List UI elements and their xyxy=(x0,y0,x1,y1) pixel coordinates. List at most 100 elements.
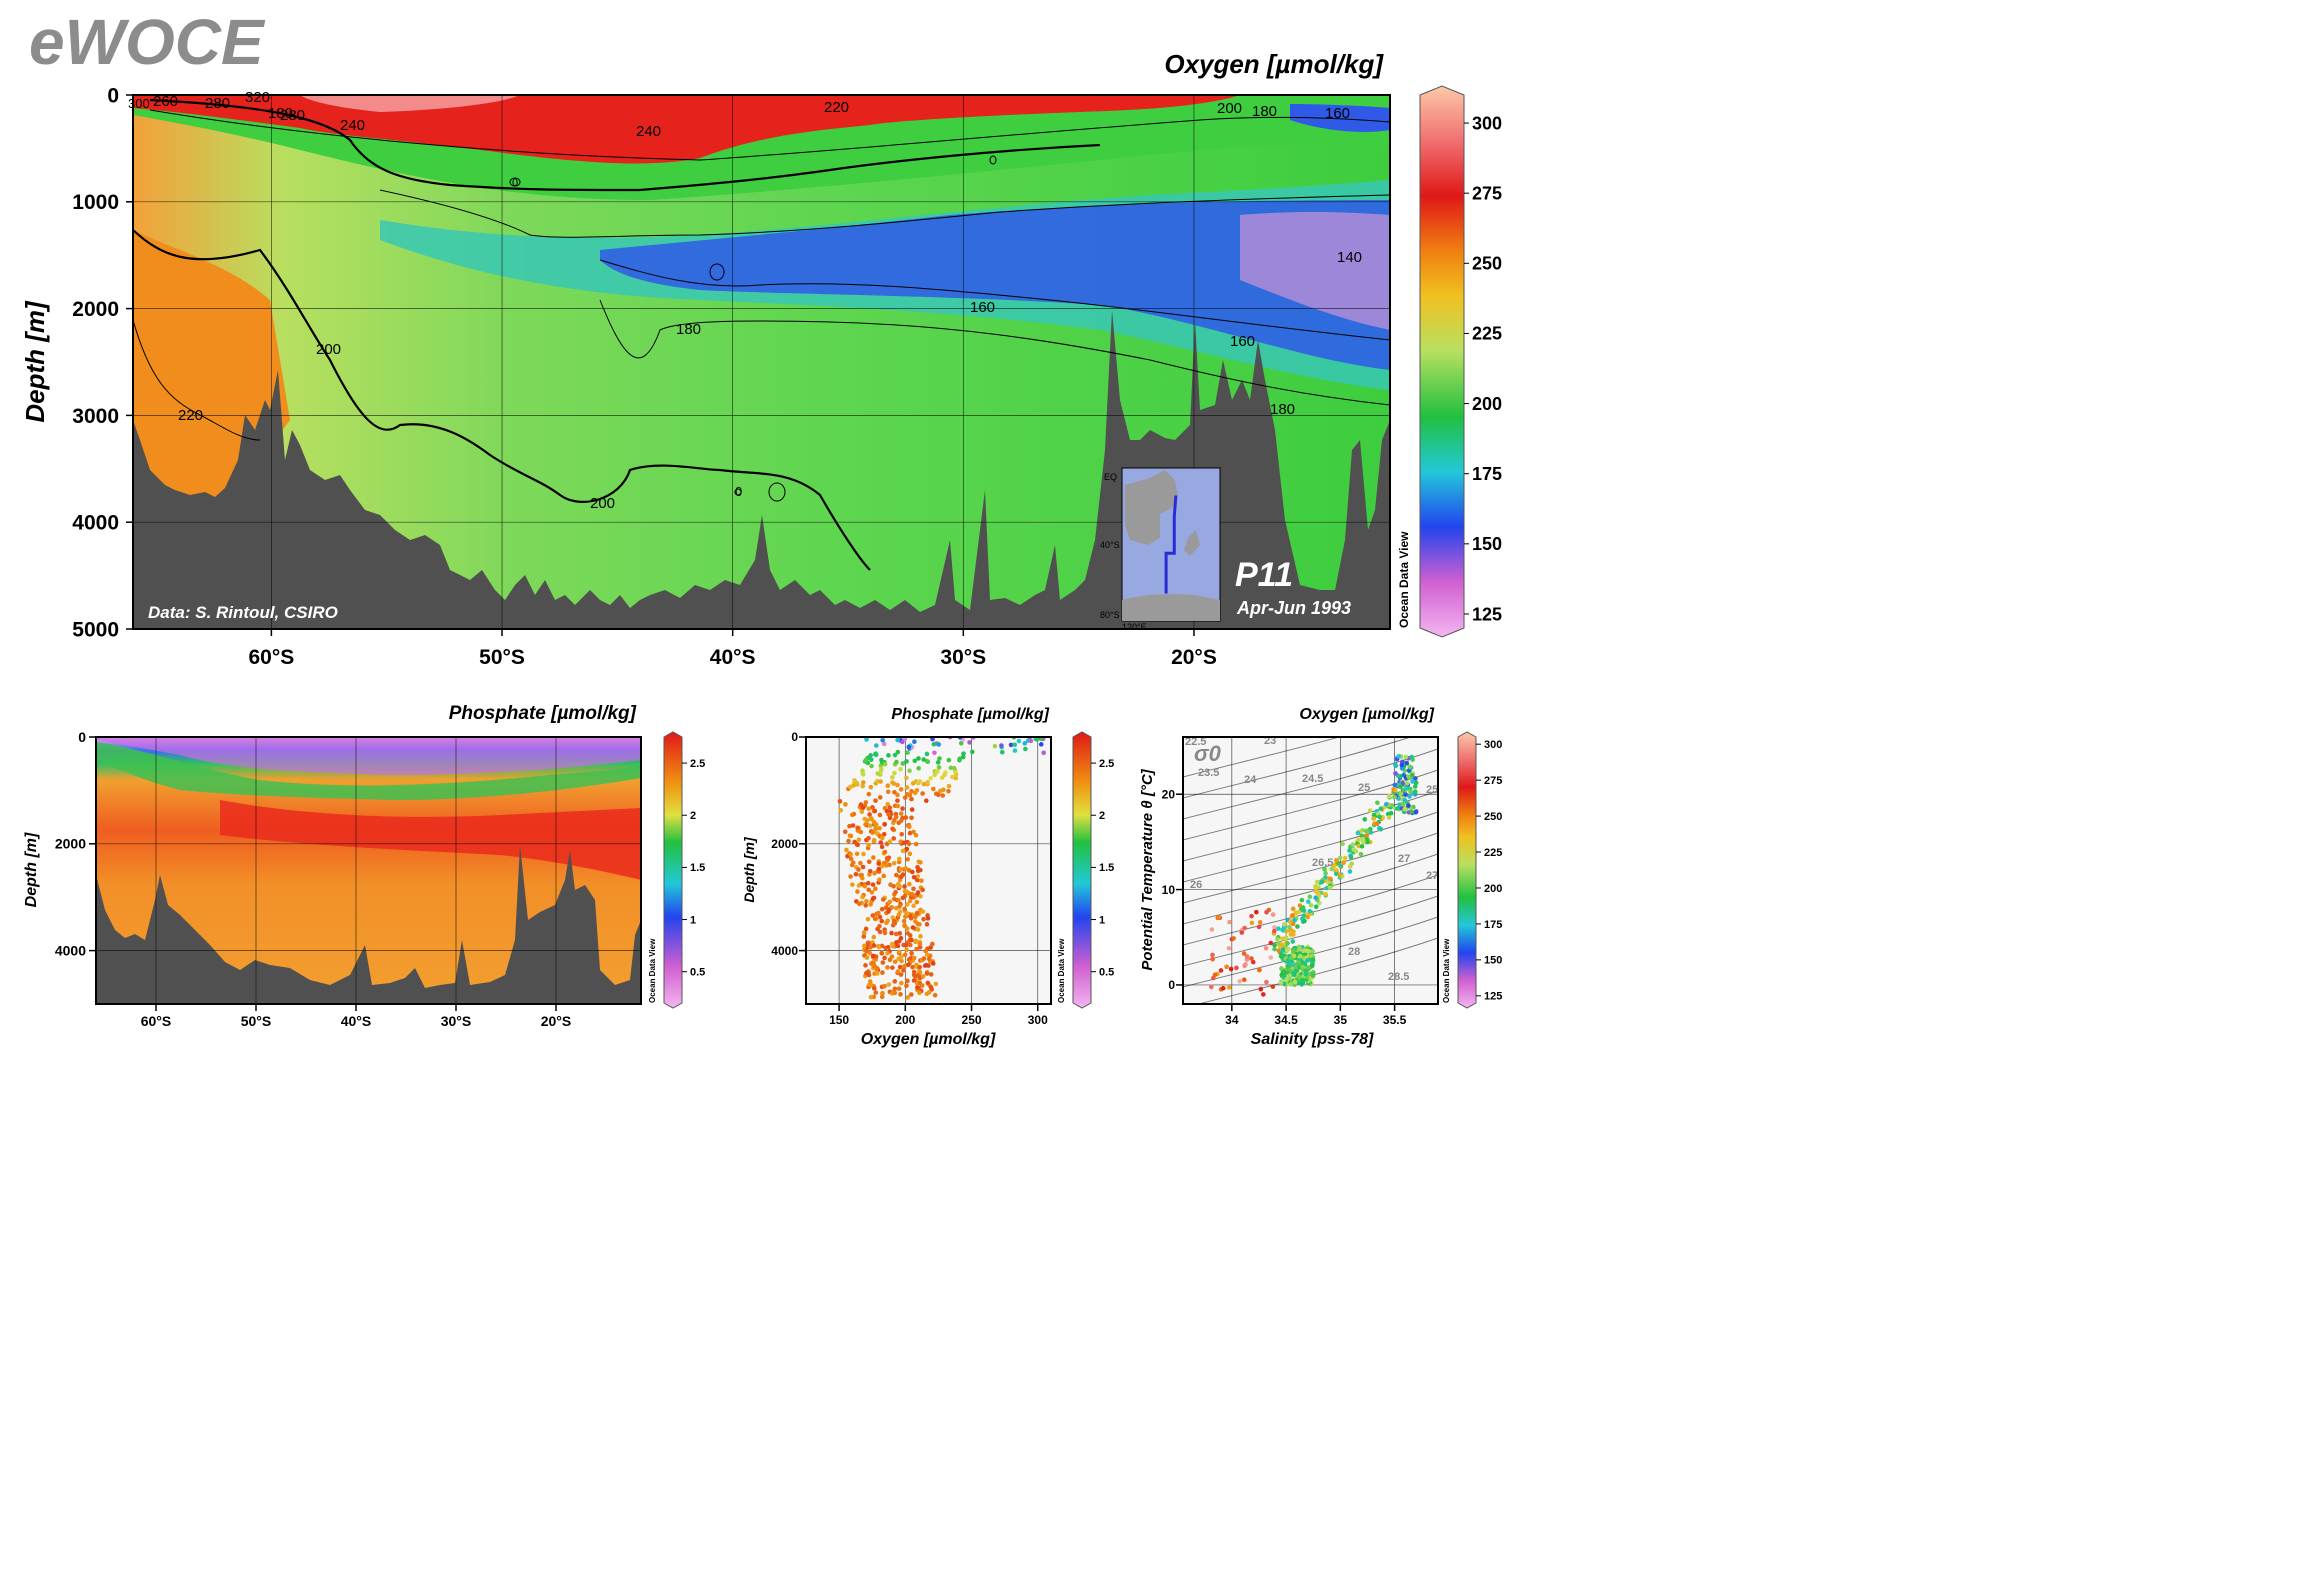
isopycnal-label: 25 xyxy=(1426,784,1438,796)
scatter1-point xyxy=(907,942,913,948)
scatter2-point xyxy=(1310,957,1316,962)
scatter1-point xyxy=(863,926,869,932)
scatter2-point xyxy=(1295,924,1300,929)
scatter2-point xyxy=(1287,973,1293,979)
scatter1-point xyxy=(951,765,957,771)
scatter2-point xyxy=(1270,984,1276,989)
scatter1-point xyxy=(948,765,954,771)
scatter1-point xyxy=(867,950,873,956)
scatter1-point xyxy=(911,969,917,975)
scatter1-point xyxy=(898,811,904,816)
scatter1-point xyxy=(902,964,907,969)
scatter2-point xyxy=(1350,842,1356,847)
scatter1-point xyxy=(893,931,899,937)
contour-label: 200 xyxy=(316,341,341,358)
scatter1-point xyxy=(879,951,885,956)
scatter2-point xyxy=(1405,781,1410,786)
scatter1-point xyxy=(925,980,931,986)
scatter2-point xyxy=(1272,924,1277,930)
colorbar-tick-label: 250 xyxy=(1484,811,1502,823)
phosphate-surface-band xyxy=(96,737,641,775)
scatter1-point xyxy=(902,884,907,889)
scatter1-point xyxy=(895,792,900,798)
scatter2-point xyxy=(1404,786,1410,791)
scatter1-point xyxy=(859,809,865,815)
scatter1-point xyxy=(843,802,848,807)
scatter2-point xyxy=(1406,774,1411,779)
scatter1-point xyxy=(907,851,913,857)
scatter1-point xyxy=(882,930,888,936)
scatter1-point xyxy=(910,869,915,875)
scatter1-point xyxy=(866,835,871,841)
scatter1-point xyxy=(914,899,920,905)
scatter1-point xyxy=(877,929,883,935)
scatter1-point xyxy=(909,951,914,956)
scatter1-point xyxy=(867,823,873,829)
colorbar-tick-label: 175 xyxy=(1484,919,1502,931)
scatter1-point xyxy=(884,863,889,868)
australia-land xyxy=(1125,470,1178,545)
scatter2-point xyxy=(1386,793,1392,799)
scatter1-point xyxy=(935,792,941,798)
scatter1-point xyxy=(875,971,880,976)
scatter1-point xyxy=(931,786,936,792)
scatter2-point xyxy=(1355,830,1361,836)
scatter2-point xyxy=(1337,872,1343,878)
scatter2-point xyxy=(1249,913,1254,919)
scatter1-point xyxy=(856,867,861,872)
scatter2-point xyxy=(1412,784,1418,789)
colorbar-tick-label: 2.5 xyxy=(690,758,705,770)
scatter1-point xyxy=(873,990,879,995)
scatter1-point xyxy=(890,826,895,832)
scatter2-point xyxy=(1386,811,1392,817)
scatter2-point xyxy=(1348,855,1354,860)
x-tick-label: 50°S xyxy=(241,1013,272,1029)
scatter1-point xyxy=(896,912,902,917)
scatter1-point xyxy=(911,874,917,880)
scatter1-point xyxy=(879,835,885,841)
scatter2-point xyxy=(1313,904,1319,910)
x-tick-label: 20°S xyxy=(1171,646,1217,669)
scatter1-point xyxy=(870,882,876,887)
scatter1-point xyxy=(876,866,882,872)
contour-label: 0 xyxy=(735,484,742,499)
scatter1-point xyxy=(1016,738,1022,744)
scatter2-point xyxy=(1305,958,1310,963)
scatter1-point xyxy=(909,937,914,943)
scatter1-point xyxy=(893,889,898,895)
scatter1-point xyxy=(886,909,891,914)
scatter1-point xyxy=(904,775,909,781)
scatter1-point xyxy=(870,913,876,918)
scatter2-point xyxy=(1340,841,1345,847)
scatter1-x-axis-label: Oxygen [µmol/kg] xyxy=(861,1031,996,1048)
scatter2-point xyxy=(1399,762,1405,768)
scatter2-point xyxy=(1301,908,1307,913)
scatter1-point xyxy=(866,940,871,946)
scatter1-point xyxy=(874,743,879,748)
isopycnal-label: 27 xyxy=(1426,870,1438,882)
scatter1-point xyxy=(893,814,899,820)
scatter1-point xyxy=(862,943,867,949)
scatter1-point xyxy=(896,949,902,955)
scatter1-point xyxy=(879,918,885,924)
scatter1-point xyxy=(901,968,906,973)
scatter1-point xyxy=(891,781,897,786)
scatter1-point xyxy=(872,808,878,814)
scatter2-point xyxy=(1295,961,1301,967)
colorbar-tick-label: 125 xyxy=(1484,991,1502,1003)
scatter2-point xyxy=(1256,924,1262,930)
scatter1-point xyxy=(920,887,925,893)
scatter1-point xyxy=(960,754,966,760)
scatter1-point xyxy=(871,855,876,860)
contour-label: 280 xyxy=(280,107,305,124)
scatter1-point xyxy=(904,759,909,764)
scatter1-point xyxy=(900,761,906,766)
colorbar-tick-label: 0.5 xyxy=(1099,967,1114,979)
scatter2-point xyxy=(1384,802,1389,807)
scatter1-point xyxy=(880,970,885,975)
scatter2-point xyxy=(1242,925,1248,931)
scatter1-point xyxy=(871,837,877,843)
scatter1-point xyxy=(871,986,877,991)
scatter2-point xyxy=(1402,797,1408,803)
scatter2-point xyxy=(1392,794,1397,800)
